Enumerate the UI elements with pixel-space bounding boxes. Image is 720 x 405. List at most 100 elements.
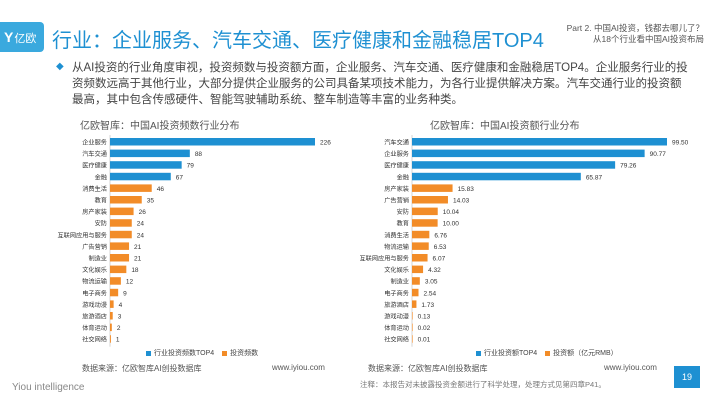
category-label: 企业服务	[82, 139, 107, 147]
bar	[412, 265, 424, 274]
data-label: 26	[139, 209, 147, 216]
data-label: 14.03	[453, 198, 470, 205]
data-label: 24	[137, 232, 145, 239]
bar	[412, 277, 420, 285]
bar	[110, 219, 132, 227]
data-label: 79.26	[620, 163, 637, 170]
bar	[110, 149, 190, 158]
category-label: 电子商务	[384, 289, 409, 297]
legend-right-top4: 行业投资额TOP4	[484, 350, 538, 357]
data-label: 99.50	[672, 140, 689, 147]
category-label: 社交网络	[82, 336, 107, 344]
bar	[412, 161, 616, 169]
site-left: www.iyiou.com	[272, 363, 325, 372]
legend-left: 行业投资频数TOP4 投资频数	[140, 348, 258, 358]
bar	[412, 300, 417, 308]
logo-text: 亿欧	[14, 33, 37, 45]
data-label: 65.87	[586, 174, 603, 181]
data-label: 35	[147, 198, 155, 205]
data-label: 2.54	[424, 290, 437, 297]
data-label: 6.07	[433, 256, 446, 263]
bar	[412, 138, 667, 146]
bar	[412, 219, 438, 227]
bar	[110, 172, 171, 181]
bar	[110, 196, 142, 204]
bar	[412, 230, 430, 239]
bar	[412, 172, 581, 181]
bar	[412, 312, 413, 320]
bar	[110, 161, 182, 169]
category-label: 医疗健康	[82, 162, 107, 170]
bar	[110, 184, 152, 192]
category-label: 体育运动	[82, 324, 107, 332]
chart-title-right: 亿欧智库：中国AI投资额行业分布	[430, 121, 580, 132]
legend-right: 行业投资额TOP4 投资额（亿元RMB）	[470, 348, 618, 358]
data-label: 10.00	[443, 221, 460, 228]
source-left: 数据来源：亿欧智库AI创投数据库	[82, 364, 202, 373]
data-label: 67	[176, 174, 184, 181]
category-label: 旅游酒店	[384, 301, 409, 309]
category-label: 教育	[95, 197, 107, 205]
bar	[110, 138, 315, 146]
category-label: 金融	[397, 173, 409, 181]
part-line2: 从18个行业看中国AI投资布局	[593, 34, 704, 44]
category-label: 物流运输	[384, 243, 410, 251]
bar	[412, 149, 645, 158]
bar	[412, 335, 413, 343]
diamond-bullet-icon: ◆	[56, 61, 64, 72]
category-label: 互联网应用与服务	[58, 231, 108, 239]
category-label: 消费生活	[82, 185, 107, 193]
legend-left-freq: 投资频数	[230, 350, 259, 357]
bar	[110, 312, 113, 320]
data-label: 0.13	[418, 314, 431, 321]
logo: Y亿欧	[0, 22, 44, 52]
data-label: 4	[119, 302, 123, 309]
category-label: 社交网络	[384, 336, 409, 344]
category-label: 制造业	[88, 255, 107, 263]
data-label: 3.05	[425, 279, 438, 286]
data-label: 12	[126, 279, 134, 286]
bar	[412, 196, 448, 204]
bar	[110, 277, 121, 285]
bar	[110, 230, 132, 239]
category-label: 安防	[95, 220, 107, 228]
category-label: 游戏动漫	[82, 301, 107, 309]
legend-swatch-blue	[146, 350, 151, 356]
bar-chart-amount: 汽车交通 99.50 企业服务 90.77 医疗健康 79.26 金融 65.87 房产家装 15…	[360, 135, 689, 347]
logo-mark: Y	[4, 29, 14, 45]
bar	[412, 323, 413, 332]
category-label: 汽车交通	[82, 150, 107, 158]
legend-right-amount: 投资额（亿元RMB）	[553, 350, 618, 357]
bar	[110, 254, 130, 262]
category-label: 医疗健康	[384, 162, 409, 170]
data-label: 21	[134, 256, 142, 263]
category-label: 文化娱乐	[82, 266, 107, 274]
bar	[110, 288, 119, 297]
summary-text: 从AI投资的行业角度审视，投资频数与投资额方面，企业服务、汽车交通、医疗健康和金…	[72, 62, 688, 106]
bar	[110, 207, 134, 216]
data-label: 88	[195, 151, 203, 158]
category-label: 游戏动漫	[384, 313, 409, 321]
data-label: 226	[320, 140, 331, 147]
page-number: 19	[674, 366, 700, 388]
bar	[110, 265, 127, 274]
bar	[110, 300, 114, 308]
category-label: 体育运动	[384, 324, 409, 332]
category-label: 广告营销	[384, 197, 409, 205]
bar	[110, 323, 112, 332]
site-right: www.iyiou.com	[604, 363, 657, 372]
data-label: 6.53	[434, 244, 447, 251]
category-label: 房产家装	[384, 185, 409, 193]
data-label: 1	[116, 337, 120, 344]
legend-swatch-blue	[476, 350, 481, 356]
page-title: 行业：企业服务、汽车交通、医疗健康和金融稳居TOP4	[52, 30, 544, 52]
data-label: 6.76	[434, 232, 447, 239]
bar	[412, 254, 428, 262]
legend-swatch-orange	[545, 350, 551, 356]
brand-footer: Yiou intelligence	[12, 382, 85, 393]
data-label: 15.83	[458, 186, 475, 193]
category-label: 文化娱乐	[384, 266, 409, 274]
category-label: 广告营销	[82, 243, 107, 251]
data-label: 46	[157, 186, 165, 193]
source-right: 数据来源：亿欧智库AI创投数据库	[368, 364, 488, 373]
